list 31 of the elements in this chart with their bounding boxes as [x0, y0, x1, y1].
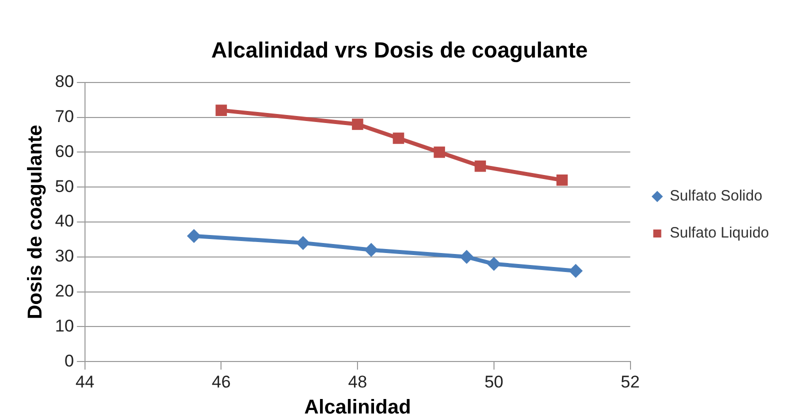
y-tick-label: 30 [54, 246, 74, 266]
x-tick-label: 52 [620, 372, 640, 392]
point [486, 256, 501, 271]
point [186, 228, 201, 243]
point [568, 264, 583, 278]
point [434, 146, 446, 158]
y-tick-label: 40 [54, 212, 74, 231]
y-tick-label: 10 [54, 316, 74, 336]
y-tick-label: 80 [54, 72, 74, 92]
x-axis-title: Alcalinidad [304, 396, 411, 419]
x-tick-label: 44 [75, 372, 94, 392]
point [296, 236, 310, 250]
x-tick-label: 48 [348, 372, 368, 392]
point [474, 160, 486, 172]
point [364, 242, 378, 257]
point [352, 118, 364, 130]
y-axis-title: Dosis de coagulante [24, 124, 47, 320]
legend-label: Sulfato Solido [670, 188, 762, 205]
y-tick-label: 60 [54, 142, 74, 161]
y-tick-label: 20 [54, 281, 74, 300]
point [392, 132, 404, 144]
chart-title: Alcalinidad vrs Dosis de coagulante [211, 37, 588, 62]
point [216, 104, 227, 116]
point [460, 250, 474, 264]
y-tick-label: 0 [64, 351, 74, 370]
y-tick-label: 70 [54, 106, 74, 126]
x-tick-label: 50 [484, 372, 504, 392]
point [556, 174, 568, 186]
legend-label: Sulfato Liquido [670, 224, 770, 242]
x-tick-label: 46 [212, 372, 231, 392]
y-tick-label: 50 [54, 176, 74, 196]
